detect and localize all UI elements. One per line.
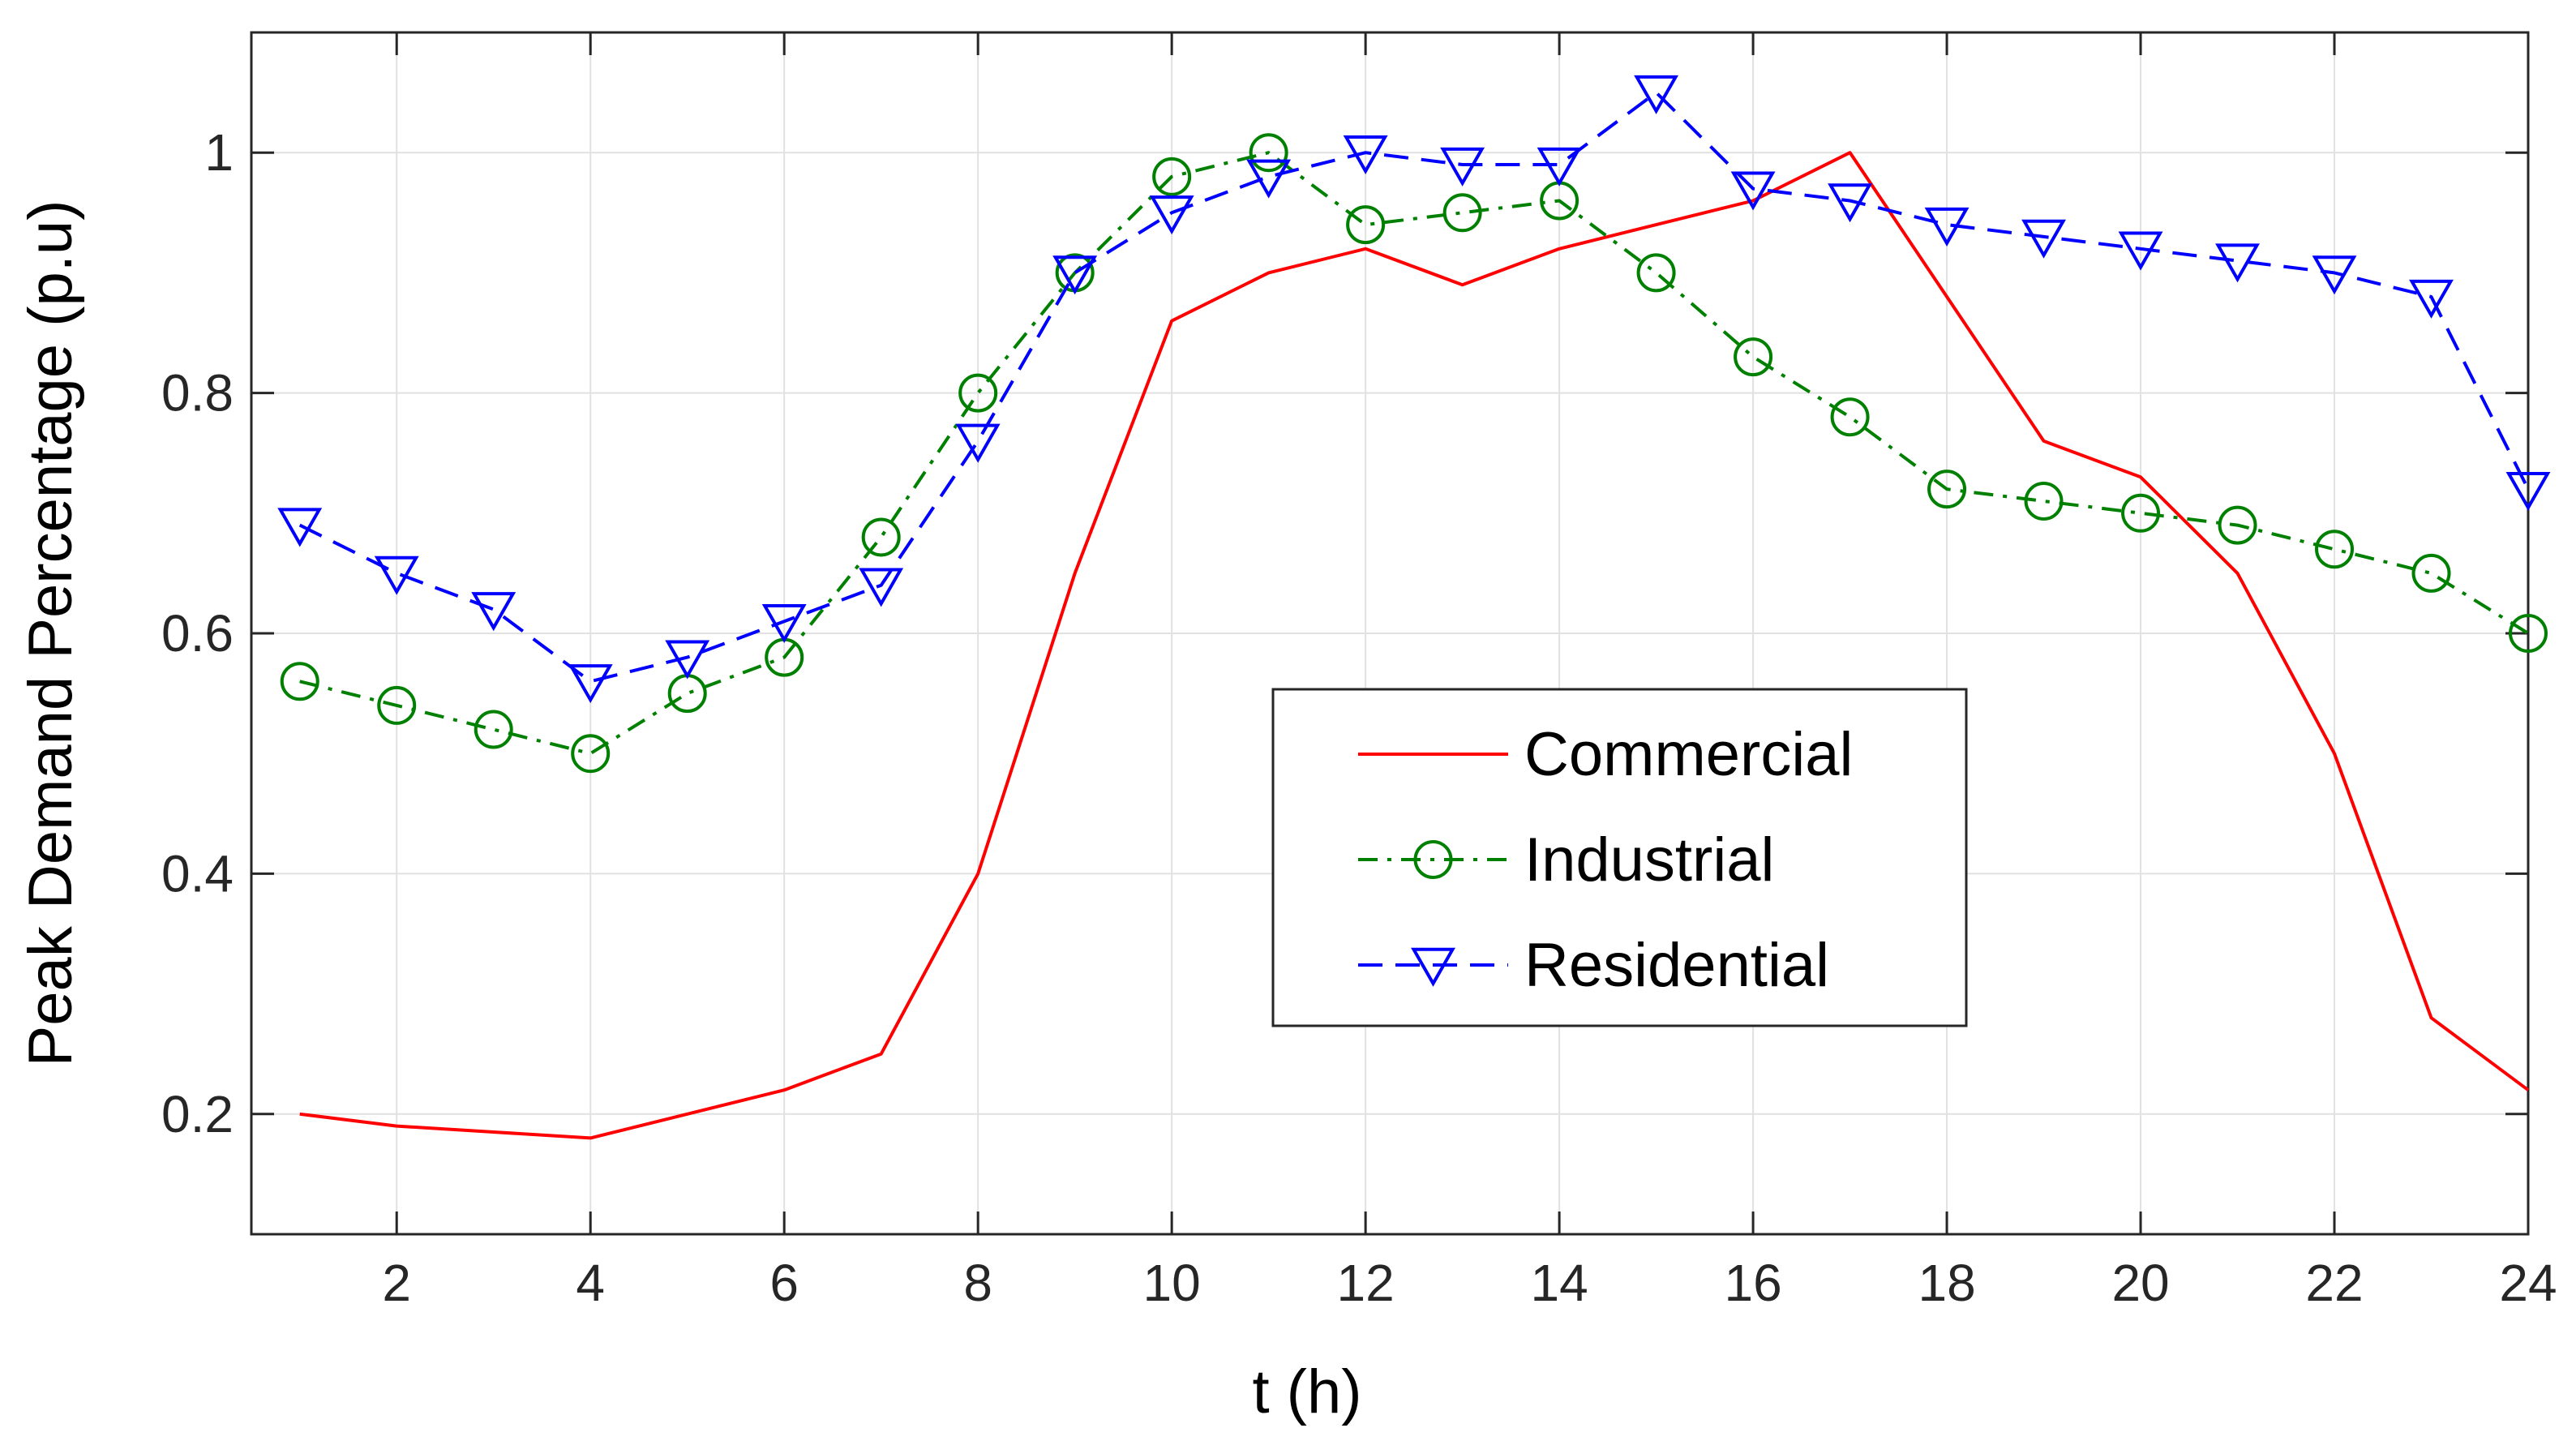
data-point-industrial	[1734, 337, 1773, 377]
data-point-industrial	[1636, 253, 1676, 293]
data-point-industrial	[571, 734, 611, 774]
data-point-industrial	[2218, 505, 2257, 545]
data-point-residential	[1634, 75, 1679, 114]
data-point-industrial	[2121, 493, 2161, 533]
data-point-residential	[955, 423, 1001, 463]
x-tick-label: 16	[1724, 1254, 1781, 1312]
data-point-residential	[1537, 147, 1582, 187]
axes: 2 4 6 8 10 12 14 16 18 20 22 240.20.40.60.81	[161, 31, 2557, 1312]
y-tick-label: 0.8	[161, 364, 234, 422]
data-point-industrial	[280, 662, 319, 701]
data-point-residential	[1343, 135, 1388, 175]
data-point-residential	[277, 508, 323, 547]
data-point-residential	[665, 640, 710, 680]
data-point-residential	[2118, 231, 2163, 271]
x-tick-label: 20	[2111, 1254, 2169, 1312]
data-point-industrial	[1442, 193, 1482, 233]
data-point-industrial	[377, 685, 417, 725]
data-point-residential	[568, 664, 613, 704]
legend-box	[1271, 688, 1968, 1027]
data-point-residential	[2409, 279, 2454, 319]
data-point-industrial	[1152, 157, 1192, 196]
x-tick-label: 12	[1337, 1254, 1395, 1312]
x-tick-label: 10	[1143, 1254, 1201, 1312]
y-tick-label: 0.2	[161, 1085, 234, 1143]
data-point-residential	[2215, 243, 2260, 283]
data-point-residential	[1052, 255, 1098, 295]
data-point-residential	[471, 592, 516, 632]
data-point-residential	[2312, 255, 2357, 295]
legend: Commercial Industrial Residential	[1271, 688, 1968, 1027]
data-point-residential	[1828, 183, 1873, 223]
data-point-residential	[2021, 219, 2066, 259]
legend-marker-industrial	[1413, 840, 1453, 879]
data-point-residential	[761, 603, 807, 644]
data-point-residential	[374, 555, 419, 595]
series-lines	[277, 75, 2551, 1140]
data-point-residential	[1924, 207, 1970, 247]
data-point-residential	[1246, 159, 1292, 199]
data-point-residential	[2505, 471, 2551, 511]
data-point-residential	[859, 568, 904, 607]
data-point-residential	[1730, 171, 1776, 211]
series-line-commercial	[299, 151, 2530, 1140]
y-tick-label: 0.6	[161, 604, 234, 663]
x-tick-label: 4	[576, 1254, 605, 1312]
x-tick-label: 22	[2305, 1254, 2363, 1312]
x-tick-label: 8	[963, 1254, 992, 1312]
data-point-industrial	[861, 517, 901, 557]
x-tick-label: 2	[382, 1254, 411, 1312]
data-point-industrial	[1346, 205, 1386, 245]
data-point-residential	[1149, 195, 1194, 235]
data-point-industrial	[474, 710, 513, 749]
y-tick-label: 0.4	[161, 844, 234, 903]
y-axis-title: Peak Demand Percentage (p.u)	[16, 200, 85, 1067]
data-point-industrial	[2315, 530, 2355, 569]
data-point-industrial	[1249, 133, 1288, 173]
y-tick-label: 1	[204, 123, 234, 182]
x-tick-label: 14	[1531, 1254, 1588, 1312]
x-tick-label: 24	[2499, 1254, 2557, 1312]
data-point-industrial	[1830, 397, 1870, 437]
data-point-industrial	[958, 373, 998, 413]
data-point-residential	[1440, 147, 1485, 187]
data-point-industrial	[1927, 470, 1967, 509]
data-point-industrial	[2411, 553, 2451, 593]
x-tick-label: 6	[769, 1254, 799, 1312]
x-tick-label: 18	[1918, 1254, 1975, 1312]
legend-label-commercial: Commercial	[1524, 720, 1853, 789]
x-axis-title: t (h)	[1252, 1357, 1361, 1426]
data-point-industrial	[2509, 614, 2548, 653]
legend-label-industrial: Industrial	[1524, 826, 1774, 894]
legend-label-residential: Residential	[1524, 931, 1829, 1000]
legend-marker-residential	[1411, 947, 1455, 987]
series-line-residential	[298, 91, 2530, 684]
data-point-industrial	[2024, 481, 2064, 521]
